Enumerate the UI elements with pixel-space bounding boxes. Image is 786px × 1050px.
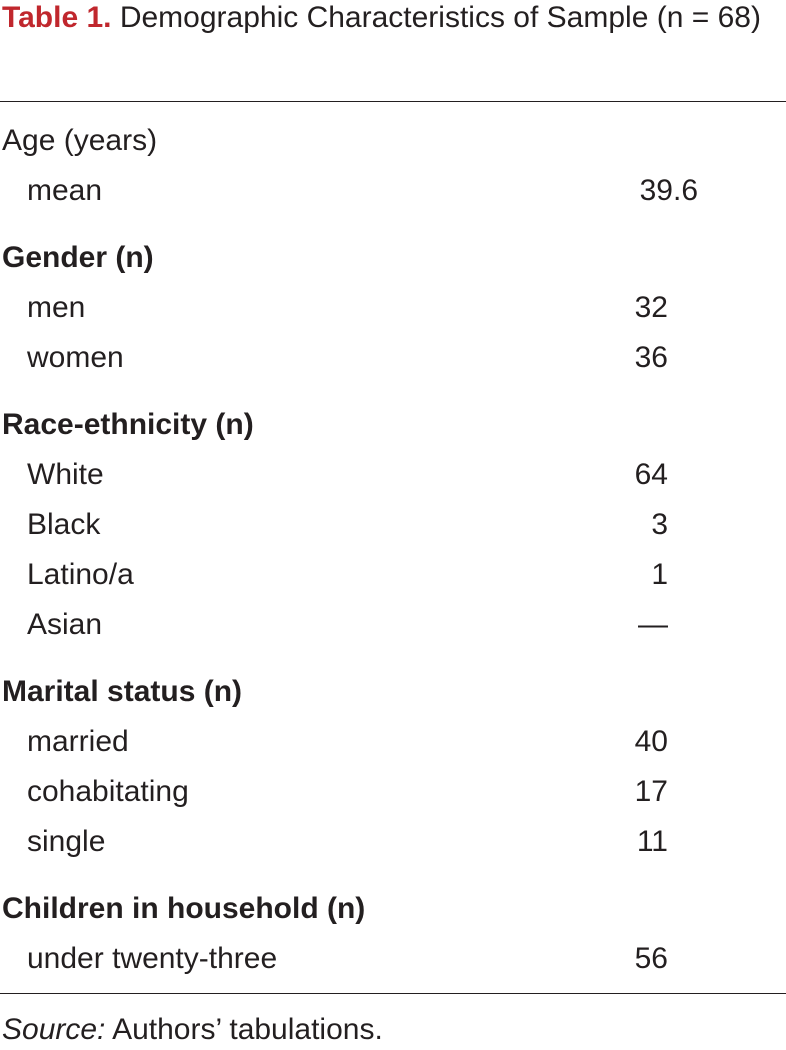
- row-label: Asian: [27, 608, 103, 641]
- row-label: Black: [27, 508, 101, 541]
- table-title: Demographic Characteristics of Sample (n…: [119, 1, 761, 34]
- row-value: 11: [636, 825, 668, 858]
- section-heading: Age (years): [2, 124, 158, 157]
- row-value: 56: [634, 942, 668, 975]
- row-label: mean: [27, 174, 103, 207]
- row-value: 39.6: [639, 174, 698, 207]
- section-heading: Marital status (n): [2, 675, 243, 708]
- row-label: women: [27, 341, 124, 374]
- row-value: 3: [651, 508, 668, 541]
- source-text: Authors’ tabulations.: [112, 1013, 383, 1046]
- row-label: under twenty-three: [27, 942, 278, 975]
- row-value: 17: [634, 775, 668, 808]
- top-rule: [0, 101, 786, 102]
- section-heading: Gender (n): [2, 241, 154, 274]
- section-heading: Children in household (n): [2, 892, 366, 925]
- table-caption: Table 1. Demographic Characteristics of …: [2, 0, 782, 42]
- row-label: cohabitating: [27, 775, 189, 808]
- row-value: 36: [634, 341, 668, 374]
- section-heading: Race-ethnicity (n): [2, 408, 254, 441]
- row-label: married: [27, 725, 129, 758]
- table-label: Table 1.: [2, 1, 112, 34]
- row-value: 64: [634, 458, 668, 491]
- row-label: men: [27, 291, 86, 324]
- source-note: Source: Authors’ tabulations.: [2, 1010, 383, 1050]
- bottom-rule: [0, 993, 786, 994]
- source-label: Source:: [2, 1013, 106, 1046]
- row-value: 40: [634, 725, 668, 758]
- row-value: 32: [634, 291, 668, 324]
- row-label: White: [27, 458, 104, 491]
- row-value: 1: [651, 558, 668, 591]
- row-label: Latino/a: [27, 558, 134, 591]
- row-value: —: [638, 608, 668, 641]
- row-label: single: [27, 825, 106, 858]
